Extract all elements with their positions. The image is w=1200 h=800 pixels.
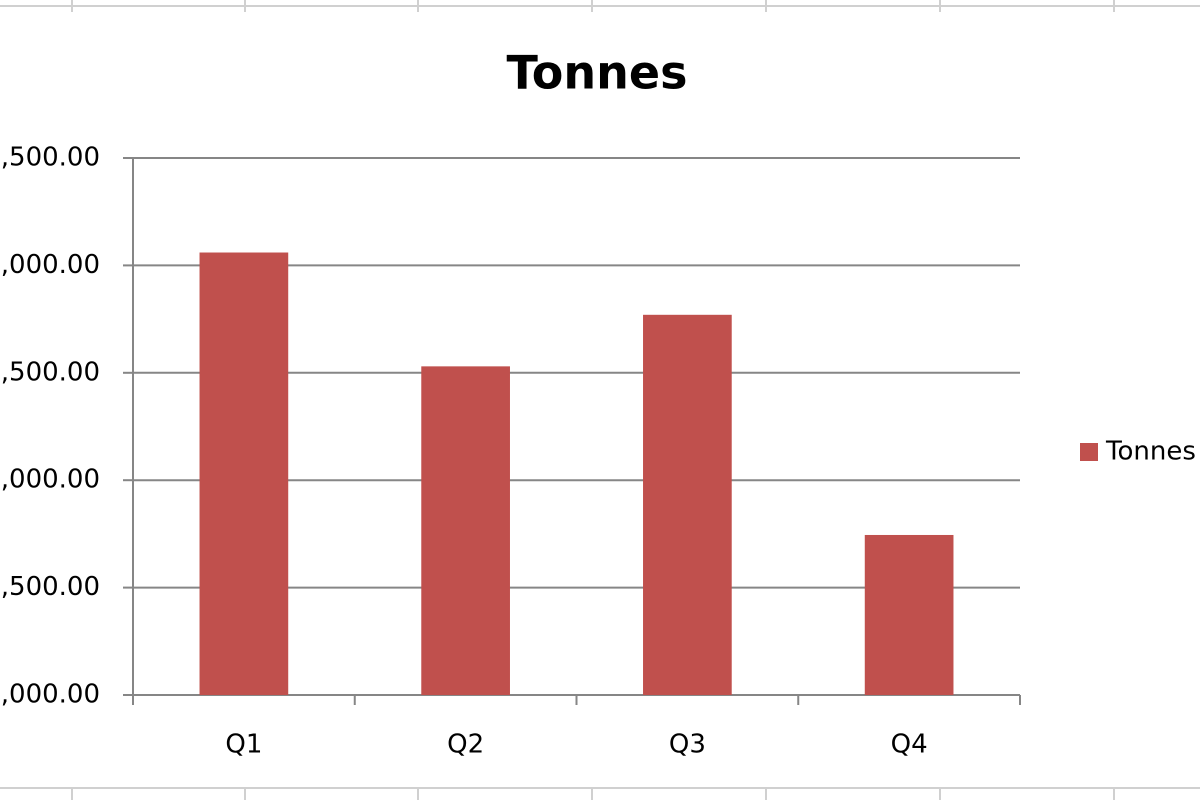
- legend-label: Tonnes: [1105, 437, 1196, 467]
- x-tick-label: Q4: [891, 730, 928, 760]
- legend-swatch: [1080, 443, 1098, 461]
- y-tick-label: 1,500.00: [0, 572, 100, 602]
- chart-title: Tonnes: [507, 46, 688, 100]
- y-tick-label: 3,500.00: [0, 143, 100, 173]
- y-tick-label: 2,500.00: [0, 357, 100, 387]
- y-tick-label: 1,000.00: [0, 680, 100, 710]
- bar: [421, 366, 510, 695]
- bar: [199, 252, 289, 695]
- bar: [864, 534, 954, 695]
- x-tick-label: Q2: [447, 730, 484, 760]
- bar: [643, 314, 732, 695]
- x-tick-label: Q3: [669, 730, 706, 760]
- x-tick-label: Q1: [225, 730, 262, 760]
- y-tick-label: 3,000.00: [0, 250, 100, 280]
- y-tick-label: 2,000.00: [0, 465, 100, 495]
